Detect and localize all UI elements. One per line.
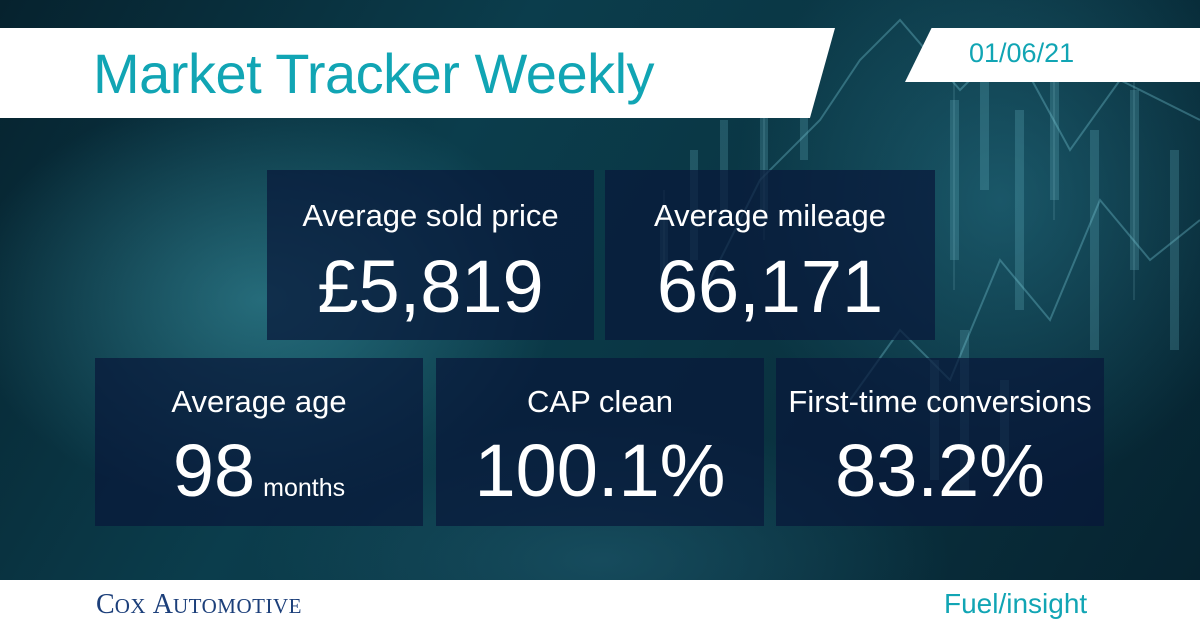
stat-card-cap-clean: CAP clean 100.1% (436, 358, 764, 526)
page-title: Market Tracker Weekly (93, 42, 655, 105)
stat-card-average-mileage: Average mileage 66,171 (605, 170, 935, 340)
stat-value: £5,819 (317, 245, 544, 328)
title-banner (0, 28, 835, 118)
stat-label: CAP clean (527, 384, 673, 419)
stat-card-average-sold-price: Average sold price £5,819 (267, 170, 594, 340)
stat-value: 98 (172, 429, 256, 512)
stat-value: 100.1% (474, 429, 726, 512)
stat-label: Average age (171, 384, 347, 419)
report-date: 01/06/21 (969, 38, 1075, 68)
fuel-insight-logo: Fuel/insight (944, 588, 1088, 619)
stat-value: 83.2% (835, 429, 1045, 512)
stat-value-row: 98 months (95, 428, 423, 513)
stat-label: Average sold price (302, 198, 559, 233)
stat-card-first-time-conversions: First-time conversions 83.2% (776, 358, 1104, 526)
stat-label: First-time conversions (788, 384, 1092, 419)
stat-label: Average mileage (653, 198, 887, 233)
stat-card-average-age: Average age 98 months (95, 358, 423, 526)
stat-value: 66,171 (656, 245, 884, 328)
stat-unit: months (263, 474, 346, 502)
footer-bar (0, 580, 1200, 627)
cox-automotive-logo: COX AUTOMOTIVE (96, 589, 302, 620)
date-banner (905, 28, 1200, 82)
